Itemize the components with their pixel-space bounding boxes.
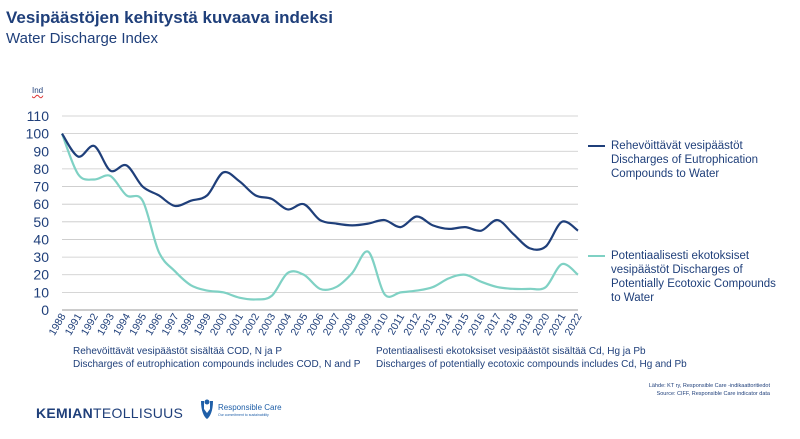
- kt-logo-rest: TEOLLISUUS: [93, 405, 184, 421]
- note-eutro-en: Discharges of eutrophication compounds i…: [73, 359, 361, 370]
- y-tick-label: 90: [33, 143, 49, 159]
- responsible-care-logo: Responsible Care Our commitment to susta…: [198, 397, 298, 425]
- source-note: Lähde: KT ry, Responsible Care -indikaat…: [649, 382, 770, 398]
- x-tick-label: 2010: [369, 311, 391, 337]
- note-eutro-fi: Rehevöittävät vesipäästöt sisältää COD, …: [73, 346, 282, 357]
- y-tick-label: 10: [33, 284, 49, 300]
- y-tick-label: 80: [33, 161, 49, 177]
- note-ecotox-fi: Potentiaalisesti ekotoksiset vesipäästöt…: [376, 346, 646, 357]
- y-tick-label: 70: [33, 179, 49, 195]
- note-eutro: Rehevöittävät vesipäästöt sisältää COD, …: [73, 345, 360, 371]
- x-tick-label: 2022: [563, 311, 585, 337]
- legend-label-eutro: Rehevöittävät vesipäästöt Discharges of …: [611, 140, 759, 180]
- kt-logo-bold: KEMIAN: [36, 405, 94, 421]
- note-ecotox: Potentiaalisesti ekotoksiset vesipäästöt…: [376, 345, 687, 371]
- chart-title: Vesipäästöjen kehitystä kuvaava indeksi: [6, 8, 333, 27]
- source-line-fi: Lähde: KT ry, Responsible Care -indikaat…: [648, 383, 770, 389]
- y-tick-label: 50: [33, 214, 49, 230]
- responsible-care-hands-icon: [201, 399, 213, 419]
- source-line-en: Source: CIFF, Responsible Care indicator…: [656, 391, 770, 397]
- kemianteollisuus-logo: KEMIANTEOLLISUUS: [36, 405, 183, 421]
- legend-swatch-eutro: [588, 145, 605, 147]
- y-tick-label: 110: [27, 108, 50, 124]
- chart-subtitle: Water Discharge Index: [6, 30, 159, 47]
- y-tick-label: 0: [41, 302, 49, 318]
- note-ecotox-en: Discharges of potentially ecotoxic compo…: [376, 359, 687, 370]
- y-tick-label: 40: [33, 231, 49, 247]
- y-tick-label: 30: [33, 249, 49, 265]
- rc-logo-name: Responsible Care: [218, 403, 282, 412]
- y-tick-label: 60: [33, 196, 49, 212]
- legend-swatch-ecotox: [588, 255, 605, 257]
- y-axis-label: Ind: [32, 86, 44, 95]
- y-tick-label: 100: [26, 126, 50, 142]
- y-tick-label: 20: [33, 267, 49, 283]
- rc-logo-tagline: Our commitment to sustainability: [218, 413, 269, 417]
- legend-label-ecotox: Potentiaalisesti ekotoksiset vesipäästöt…: [611, 250, 776, 304]
